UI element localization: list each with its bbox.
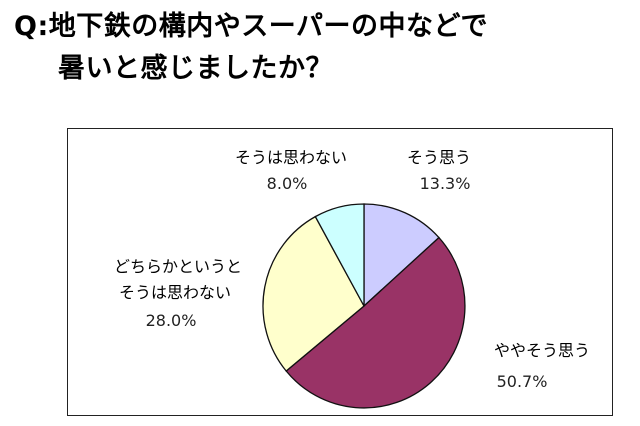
slice-value-sou-omou: 13.3% bbox=[420, 174, 471, 193]
slice-label-sou-omou: そう思う bbox=[407, 148, 471, 167]
question-title: Q:地下鉄の構内やスーパーの中などで 暑いと感じましたか？ bbox=[14, 6, 488, 90]
pie-labels: そう思う 13.3% ややそう思う 50.7% どちらかというと そうは思わない… bbox=[114, 148, 590, 391]
slice-value-dochiraka: 28.0% bbox=[146, 311, 197, 330]
question-line-2: 暑いと感じましたか？ bbox=[58, 53, 333, 84]
slice-label-yaya-sou-omou: ややそう思う bbox=[494, 341, 590, 360]
slice-label-dochiraka-line1: どちらかというと bbox=[114, 257, 242, 276]
slice-label-dochiraka-line2: そうは思わない bbox=[119, 283, 231, 302]
slice-dochiraka bbox=[262, 215, 365, 372]
question-line-1: Q:地下鉄の構内やスーパーの中などで bbox=[14, 11, 488, 42]
pie-slices bbox=[262, 203, 466, 409]
slice-label-souha-omowanai: そうは思わない bbox=[235, 148, 347, 167]
slice-souha-omowanai bbox=[314, 203, 365, 307]
slice-value-yaya-sou-omou: 50.7% bbox=[497, 372, 548, 391]
slice-value-souha-omowanai: 8.0% bbox=[267, 174, 308, 193]
slice-yaya-sou-omou bbox=[285, 236, 466, 409]
slice-sou-omou bbox=[363, 203, 440, 308]
